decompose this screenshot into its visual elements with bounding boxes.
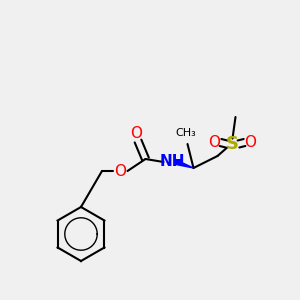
Text: NH: NH	[160, 154, 185, 169]
Polygon shape	[176, 160, 194, 168]
Text: CH₃: CH₃	[176, 128, 197, 138]
Text: O: O	[208, 135, 220, 150]
Text: S: S	[226, 135, 239, 153]
Text: O: O	[244, 135, 256, 150]
Text: O: O	[130, 126, 142, 141]
Text: O: O	[114, 164, 126, 178]
